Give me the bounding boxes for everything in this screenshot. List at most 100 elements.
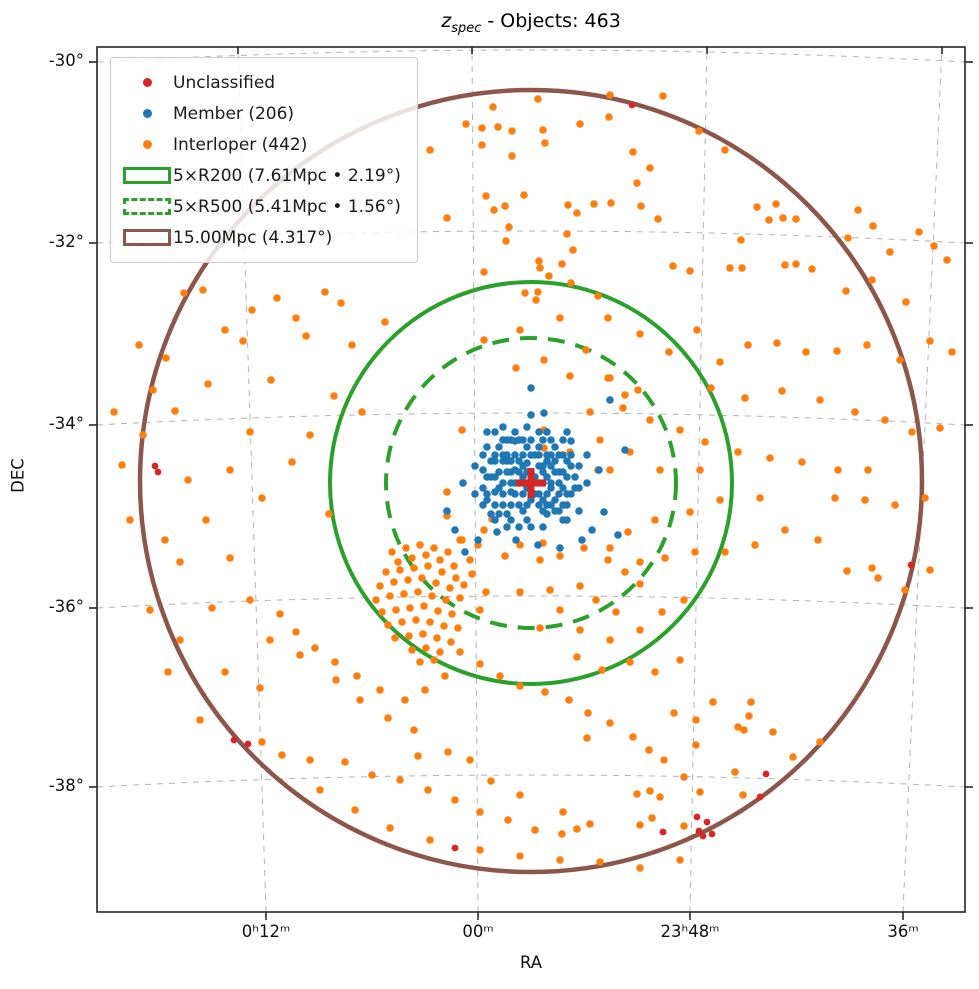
data-point bbox=[382, 568, 390, 576]
data-point bbox=[565, 696, 573, 704]
data-point bbox=[162, 354, 170, 362]
data-point bbox=[430, 656, 438, 664]
data-point bbox=[578, 536, 586, 544]
data-point bbox=[306, 431, 314, 439]
data-point bbox=[584, 709, 592, 717]
data-point bbox=[636, 821, 644, 829]
data-point bbox=[576, 626, 584, 634]
data-point bbox=[176, 558, 184, 566]
data-point bbox=[171, 407, 179, 415]
data-point bbox=[519, 490, 527, 498]
data-point bbox=[516, 791, 524, 799]
data-point bbox=[442, 596, 450, 604]
data-point bbox=[483, 443, 491, 451]
data-point bbox=[341, 758, 349, 766]
x-tick-label: 36ᵐ bbox=[887, 922, 919, 941]
data-point bbox=[199, 286, 207, 294]
data-point bbox=[566, 372, 574, 380]
data-point bbox=[536, 624, 544, 632]
data-point bbox=[531, 826, 539, 834]
data-point bbox=[527, 523, 535, 531]
data-point bbox=[248, 306, 256, 314]
data-point bbox=[221, 668, 229, 676]
data-point bbox=[582, 346, 590, 354]
data-point bbox=[499, 501, 507, 509]
data-point bbox=[696, 466, 704, 474]
data-point bbox=[325, 510, 333, 518]
data-point bbox=[680, 822, 688, 830]
data-point bbox=[400, 590, 408, 598]
data-point bbox=[404, 576, 412, 584]
data-point bbox=[590, 200, 598, 208]
data-point bbox=[476, 808, 484, 816]
data-point bbox=[258, 494, 266, 502]
data-point bbox=[483, 473, 491, 481]
data-point bbox=[737, 236, 745, 244]
data-point bbox=[943, 256, 951, 264]
data-point bbox=[511, 437, 519, 445]
data-point bbox=[480, 526, 488, 534]
data-point bbox=[680, 773, 688, 781]
legend-swatch-area bbox=[121, 78, 173, 87]
data-point bbox=[606, 544, 614, 552]
data-point bbox=[891, 501, 899, 509]
data-point bbox=[462, 120, 470, 128]
data-point bbox=[424, 786, 432, 794]
data-point bbox=[586, 820, 594, 828]
data-point bbox=[221, 326, 229, 334]
data-point bbox=[523, 443, 531, 451]
data-point bbox=[476, 660, 484, 668]
data-point bbox=[604, 314, 612, 322]
data-point bbox=[480, 268, 488, 276]
data-point bbox=[556, 552, 564, 560]
data-point bbox=[816, 738, 824, 746]
data-point bbox=[330, 392, 338, 400]
data-point bbox=[612, 608, 620, 616]
data-point bbox=[734, 448, 742, 456]
data-point bbox=[515, 523, 523, 531]
data-point bbox=[738, 264, 746, 272]
data-point bbox=[436, 648, 444, 656]
data-point bbox=[515, 468, 523, 476]
data-point bbox=[436, 556, 444, 564]
data-point bbox=[766, 454, 774, 462]
data-point bbox=[476, 846, 484, 854]
data-point bbox=[762, 770, 770, 778]
data-point bbox=[633, 790, 641, 798]
data-point bbox=[624, 528, 632, 536]
data-point bbox=[502, 237, 510, 245]
data-point bbox=[416, 658, 424, 666]
data-point bbox=[478, 141, 486, 149]
x-tick-label: 00ᵐ bbox=[462, 922, 494, 941]
data-point bbox=[686, 508, 694, 516]
data-point bbox=[416, 541, 424, 549]
data-point bbox=[651, 516, 659, 524]
data-point bbox=[491, 501, 499, 509]
data-point bbox=[605, 113, 613, 121]
data-point bbox=[555, 479, 563, 487]
data-point bbox=[447, 638, 455, 646]
data-point bbox=[868, 564, 876, 572]
data-point bbox=[499, 436, 507, 444]
data-point bbox=[808, 265, 816, 273]
data-point bbox=[629, 733, 637, 741]
data-point bbox=[246, 428, 254, 436]
data-point bbox=[908, 428, 916, 436]
tick-marks bbox=[89, 47, 973, 920]
data-point bbox=[575, 507, 583, 515]
data-point bbox=[391, 634, 399, 642]
data-point bbox=[479, 484, 487, 492]
data-point bbox=[398, 618, 406, 626]
data-point bbox=[595, 466, 603, 474]
data-point bbox=[575, 462, 583, 470]
data-point bbox=[499, 490, 507, 498]
data-point bbox=[726, 264, 734, 272]
data-point bbox=[558, 260, 566, 268]
data-point bbox=[651, 668, 659, 676]
data-point bbox=[292, 628, 300, 636]
data-point bbox=[443, 214, 451, 222]
data-point bbox=[226, 554, 234, 562]
legend-item-interloper: Interloper (442) bbox=[121, 129, 401, 160]
data-point bbox=[401, 696, 409, 704]
data-point bbox=[773, 339, 781, 347]
